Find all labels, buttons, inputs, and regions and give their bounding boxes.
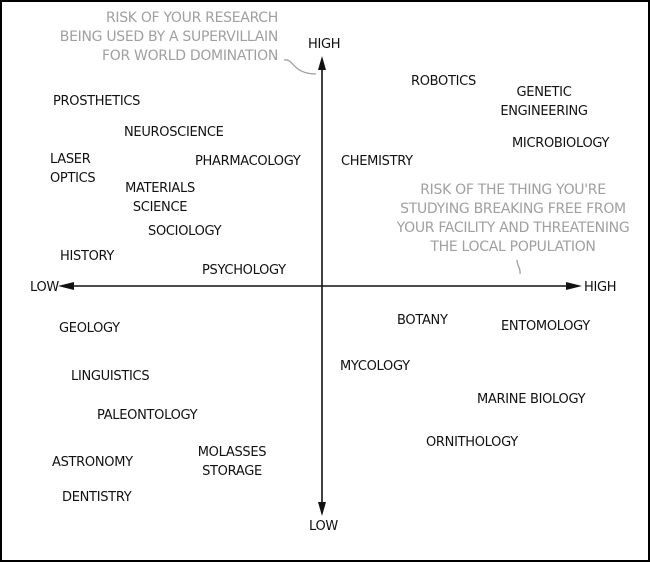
field-label: PROSTHETICS	[53, 94, 141, 109]
field-label: ORNITHOLOGY	[426, 435, 518, 450]
field-label: ASTRONOMY	[52, 455, 133, 470]
field-label: MARINE BIOLOGY	[477, 392, 586, 407]
y-annotation-leader	[283, 59, 317, 75]
y-axis-high-label: HIGH	[308, 37, 341, 52]
field-label: GENETIC ENGINEERING	[500, 85, 588, 119]
field-label: MYCOLOGY	[340, 359, 410, 374]
field-label: CHEMISTRY	[341, 154, 413, 169]
field-label: PHARMACOLOGY	[195, 154, 301, 169]
x-axis-annotation: RISK OF THE THING YOU'RE STUDYING BREAKI…	[396, 182, 630, 255]
field-label: DENTISTRY	[62, 490, 132, 505]
field-label: BOTANY	[397, 313, 448, 328]
field-label: NEUROSCIENCE	[124, 125, 224, 140]
field-label: GEOLOGY	[59, 321, 120, 336]
field-label: SOCIOLOGY	[148, 224, 222, 239]
y-axis-arrow-down	[318, 502, 326, 516]
field-label: ENTOMOLOGY	[501, 319, 590, 334]
y-axis-annotation: RISK OF YOUR RESEARCH BEING USED BY A SU…	[59, 10, 279, 64]
x-axis-high-label: HIGH	[584, 280, 617, 295]
field-label: LASER OPTICS	[50, 152, 96, 186]
field-label: MICROBIOLOGY	[512, 136, 610, 151]
field-label: HISTORY	[60, 249, 115, 264]
x-axis-arrow-right	[566, 282, 582, 290]
y-axis-low-label: LOW	[309, 519, 338, 534]
field-label: PALEONTOLOGY	[97, 408, 198, 423]
field-label: MOLASSES STORAGE	[197, 445, 267, 479]
x-axis-low-label: LOW	[30, 280, 59, 295]
x-annotation-leader	[516, 259, 521, 275]
x-axis-arrow-left	[58, 282, 74, 290]
field-label: MATERIALS SCIENCE	[125, 181, 195, 215]
field-label: LINGUISTICS	[71, 369, 150, 384]
y-axis-arrow-up	[318, 56, 326, 70]
field-label: PSYCHOLOGY	[202, 263, 286, 278]
field-label: ROBOTICS	[411, 74, 476, 89]
